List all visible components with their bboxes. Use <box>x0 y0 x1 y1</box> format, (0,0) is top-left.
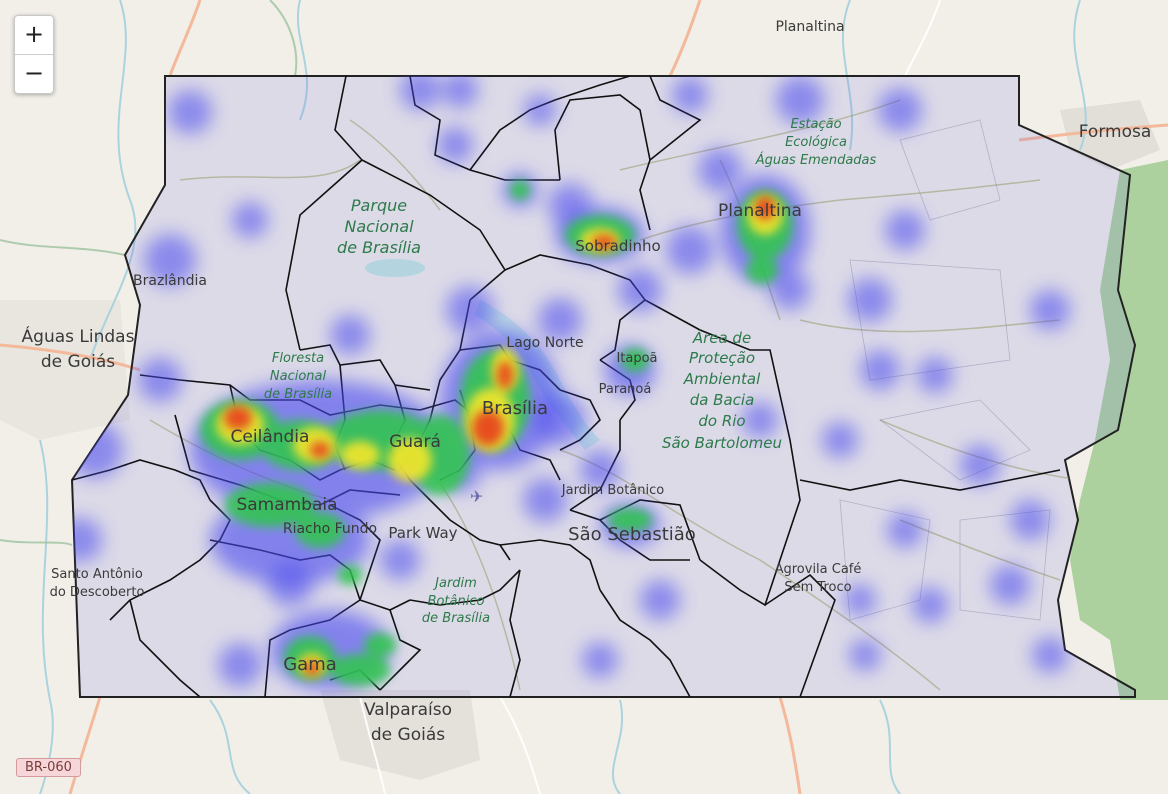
heatmap-layer <box>72 76 1070 690</box>
label-sao-sebastiao: São Sebastião <box>568 524 696 545</box>
label-apa-6: São Bartolomeu <box>662 434 782 452</box>
label-samambaia: Samambaia <box>236 495 337 515</box>
label-ceilandia: Ceilândia <box>231 427 310 447</box>
label-jardim-botanico-park-3: de Brasília <box>422 611 490 626</box>
label-apa-3: Ambiental <box>683 370 761 388</box>
label-aguas-lindas-2: de Goiás <box>41 352 115 372</box>
label-planaltina: Planaltina <box>718 201 802 221</box>
road-shield-br060: BR-060 <box>16 758 81 777</box>
label-itapoa: Itapoã <box>616 351 657 366</box>
label-agrovila-2: Sem Troco <box>784 580 851 595</box>
label-lago-norte: Lago Norte <box>506 335 583 351</box>
label-valparaiso-2: de Goiás <box>371 725 445 745</box>
label-jardim-botanico-park-2: Botânico <box>428 594 485 609</box>
label-planaltina-top: Planaltina <box>775 19 844 35</box>
label-jardim-botanico-park-1: Jardim <box>432 576 477 591</box>
label-santo-antonio-1: Santo Antônio <box>51 567 143 582</box>
label-apa-4: da Bacia <box>690 391 755 409</box>
label-estacao-3: Águas Emendadas <box>755 152 877 168</box>
label-sobradinho: Sobradinho <box>575 237 660 255</box>
label-apa-5: do Rio <box>698 412 745 430</box>
label-aguas-lindas-1: Águas Lindas <box>22 325 135 347</box>
label-brazlandia: Brazlândia <box>133 273 207 289</box>
label-floresta-2: Nacional <box>270 369 327 384</box>
label-brasilia: Brasília <box>482 398 548 419</box>
airport-icon: ✈ <box>470 487 483 506</box>
label-parque-nacional-1: Parque <box>351 196 407 215</box>
label-paranoa: Paranoá <box>599 382 652 397</box>
label-agrovila-1: Agrovila Café <box>775 562 862 577</box>
place-labels: Planaltina Formosa Águas Lindas de Goiás… <box>22 19 1152 745</box>
label-parque-nacional-2: Nacional <box>344 217 414 236</box>
label-guara: Guará <box>389 432 441 452</box>
label-park-way: Park Way <box>388 524 457 542</box>
zoom-in-button[interactable]: + <box>23 20 45 48</box>
label-riacho-fundo: Riacho Fundo <box>283 521 377 537</box>
label-jardim-botanico: Jardim Botânico <box>561 483 665 498</box>
label-gama: Gama <box>283 654 337 675</box>
label-apa-1: Área de <box>692 328 751 347</box>
label-santo-antonio-2: do Descoberto <box>50 585 145 600</box>
label-floresta-1: Floresta <box>272 351 324 366</box>
park-labels: Parque Nacional de Brasília Estação Ecol… <box>264 117 877 626</box>
zoom-out-button[interactable]: − <box>15 54 53 93</box>
label-apa-2: Proteção <box>689 349 755 367</box>
label-parque-nacional-3: de Brasília <box>337 238 421 257</box>
label-estacao-1: Estação <box>790 117 841 132</box>
label-estacao-2: Ecológica <box>785 135 847 150</box>
label-formosa: Formosa <box>1079 122 1152 142</box>
label-valparaiso-1: Valparaíso <box>364 700 452 720</box>
label-floresta-3: de Brasília <box>264 387 332 402</box>
zoom-control: + − <box>14 15 54 94</box>
